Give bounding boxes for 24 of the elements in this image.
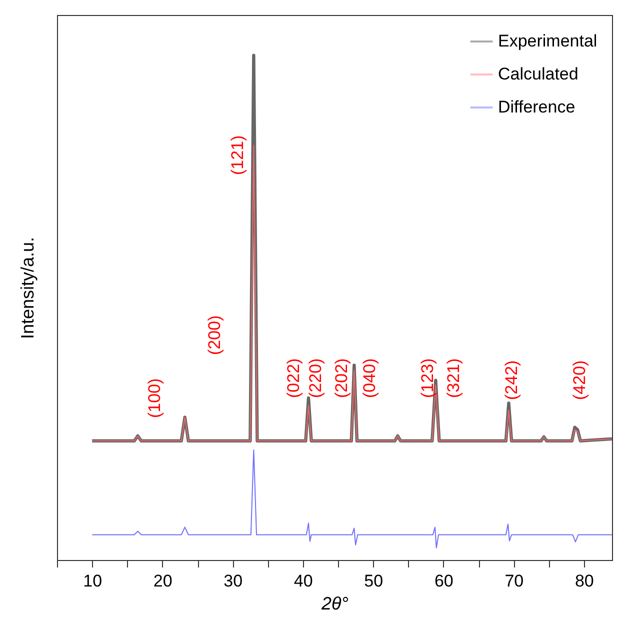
annotation: (202) (332, 358, 351, 398)
annotation: (121) (228, 135, 247, 175)
x-tick-label: 70 (504, 572, 524, 590)
legend-label: Experimental (498, 32, 598, 50)
legend-label: Difference (498, 98, 576, 116)
annotation: (200) (205, 315, 224, 355)
x-axis-title: 2θ° (320, 594, 348, 614)
x-tick-label: 50 (364, 572, 384, 590)
y-axis-title: Intensity/a.u. (18, 236, 38, 340)
annotation: (220) (306, 358, 325, 398)
annotation: (123) (418, 358, 437, 398)
x-tick-label: 30 (224, 572, 243, 590)
x-tick-label: 60 (434, 572, 454, 590)
legend-label: Calculated (498, 64, 578, 84)
x-tick-label: 20 (153, 572, 172, 590)
x-tick-label: 10 (83, 572, 102, 590)
annotation: (100) (145, 378, 164, 418)
x-tick-label: 40 (294, 572, 313, 590)
annotation: (242) (502, 360, 521, 400)
x-tick-label: 80 (574, 572, 594, 590)
annotation: (321) (444, 358, 463, 398)
annotation: (040) (360, 358, 379, 398)
annotation: (022) (284, 358, 303, 398)
annotation: (420) (570, 360, 589, 400)
